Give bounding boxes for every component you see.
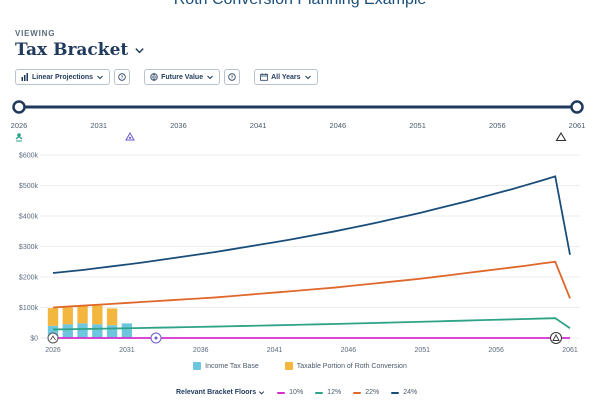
swatch [391, 391, 400, 394]
x-tick-label: 2046 [341, 347, 357, 354]
series-line-12pct [52, 317, 571, 331]
years-dropdown[interactable]: All Years [254, 69, 318, 85]
relevant-bracket-floors-button[interactable]: Relevant Bracket Floors [176, 389, 265, 396]
timeline-tick-label: 2051 [409, 121, 426, 130]
swatch [353, 391, 362, 394]
chevron-down-icon [207, 75, 213, 80]
svg-text:?: ? [121, 75, 124, 80]
bracket-legend: Relevant Bracket Floors 10% 12% 22% 24% [176, 389, 417, 396]
value-mode-label: Future Value [161, 73, 204, 81]
legend-roth-conversion[interactable]: Taxable Portion of Roth Conversion [284, 362, 407, 370]
legend-24[interactable]: 24% [391, 389, 417, 396]
y-tick-label: $0 [30, 336, 38, 343]
milestone-icon[interactable] [125, 131, 135, 141]
x-tick-label: 2061 [562, 347, 578, 354]
bar-income-tax-base [62, 324, 73, 338]
chevron-down-icon [304, 75, 311, 80]
y-tick-label: $400k [19, 214, 39, 221]
legend-10[interactable]: 10% [277, 389, 303, 396]
mid-marker-icon[interactable] [150, 332, 162, 344]
y-tick-label: $100k [19, 305, 39, 312]
y-tick-label: $500k [19, 183, 39, 190]
legend-label: 12% [327, 389, 342, 396]
view-selector[interactable]: Tax Bracket [15, 40, 145, 60]
y-tick-label: $600k [19, 153, 39, 160]
start-marker-icon[interactable] [47, 332, 59, 344]
legend-label: Taxable Portion of Roth Conversion [296, 362, 407, 370]
timeline-tick-label: 2036 [170, 121, 187, 130]
y-tick-label: $200k [19, 275, 39, 282]
svg-text:?: ? [231, 75, 234, 80]
calendar-icon [260, 73, 268, 81]
page-title: Roth Conversion Planning Example [0, 0, 600, 9]
slider-end-handle[interactable] [570, 100, 584, 114]
bar-roth-conversion [77, 305, 88, 324]
swatch [277, 391, 286, 394]
viewing-label: VIEWING [15, 29, 56, 38]
chart-controls: Linear Projections ? Future Value ? All … [15, 69, 318, 85]
chart-legend: Income Tax Base Taxable Portion of Roth … [0, 362, 600, 370]
warning-icon[interactable] [555, 131, 567, 142]
bar-income-tax-base [47, 325, 59, 338]
bracket-floors-label: Relevant Bracket Floors [176, 389, 257, 396]
bar-income-tax-base [92, 324, 103, 338]
chevron-down-icon [259, 391, 265, 395]
projection-dropdown[interactable]: Linear Projections [15, 69, 111, 85]
tax-bracket-chart: 2026 2031 2036 2041 2046 2051 2056 2061 $0 $100k… [11, 100, 586, 354]
slider-start-handle[interactable] [12, 100, 26, 114]
chevron-down-icon [135, 47, 144, 53]
chevron-down-icon [97, 75, 103, 80]
y-tick-label: $300k [19, 244, 39, 251]
projection-help-button[interactable]: ? [114, 69, 131, 85]
legend-label: 24% [403, 389, 418, 396]
swatch [284, 362, 293, 370]
bar-roth-conversion [47, 308, 59, 326]
bar-roth-conversion [92, 305, 103, 325]
help-icon: ? [228, 73, 236, 81]
end-marker-icon[interactable] [550, 332, 562, 344]
legend-label: 10% [289, 389, 304, 396]
series-line-24pct [52, 175, 571, 274]
swatch [315, 391, 324, 394]
timeline-slider[interactable] [12, 100, 584, 114]
x-tick-label: 2031 [119, 347, 135, 354]
timeline-tick-label: 2041 [250, 121, 267, 130]
x-tick-label: 2051 [414, 347, 430, 354]
timeline-tick-label: 2046 [330, 121, 347, 130]
person-icon[interactable] [15, 133, 23, 142]
bar-income-tax-base [77, 323, 88, 338]
value-mode-dropdown[interactable]: Future Value [144, 69, 221, 85]
legend-12[interactable]: 12% [315, 389, 341, 396]
projection-label: Linear Projections [32, 73, 94, 81]
bar-roth-conversion [62, 307, 73, 325]
x-tick-label: 2026 [45, 347, 61, 354]
bar-income-tax-base [121, 323, 133, 338]
legend-label: Income Tax Base [205, 362, 259, 370]
timeline-tick-label: 2061 [569, 121, 586, 130]
x-tick-label: 2041 [267, 347, 283, 354]
swatch [193, 362, 202, 370]
bar-roth-conversion [106, 308, 118, 326]
timeline-tick-label: 2026 [11, 121, 28, 130]
bar-income-tax-base [106, 325, 118, 338]
legend-income-tax-base[interactable]: Income Tax Base [193, 362, 259, 370]
help-icon: ? [118, 73, 126, 81]
series-line-22pct [52, 260, 571, 309]
globe-icon [150, 73, 158, 81]
x-tick-label: 2036 [193, 347, 209, 354]
timeline-tick-label: 2056 [489, 121, 506, 130]
view-selector-label: Tax Bracket [15, 40, 129, 60]
years-label: All Years [271, 73, 301, 81]
timeline-tick-label: 2031 [90, 121, 107, 130]
bar-chart-icon [21, 73, 28, 81]
legend-label: 22% [365, 389, 380, 396]
x-tick-label: 2056 [488, 347, 504, 354]
value-mode-help-button[interactable]: ? [224, 69, 241, 85]
legend-22[interactable]: 22% [353, 389, 379, 396]
